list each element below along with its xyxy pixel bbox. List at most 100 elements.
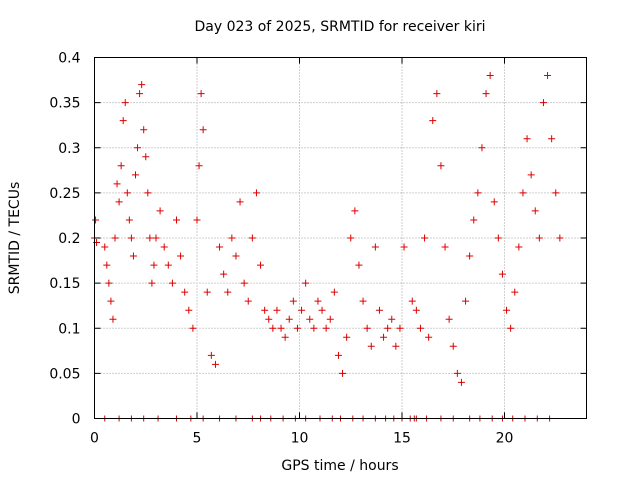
data-point	[552, 189, 560, 197]
data-point	[478, 144, 486, 152]
x-tick-label: 20	[496, 431, 514, 447]
data-point	[531, 207, 539, 215]
data-point	[164, 261, 172, 269]
data-point	[123, 189, 131, 197]
data-point	[519, 189, 527, 197]
chart-title: Day 023 of 2025, SRMTID for receiver kir…	[194, 19, 485, 35]
data-point	[298, 306, 306, 314]
data-point	[261, 306, 269, 314]
data-point	[371, 243, 379, 251]
data-point	[318, 306, 326, 314]
data-point	[384, 324, 392, 332]
data-point	[322, 324, 330, 332]
data-point	[453, 369, 461, 377]
data-point	[367, 342, 375, 350]
data-point	[494, 234, 502, 242]
data-point	[121, 99, 129, 107]
data-point	[355, 261, 363, 269]
data-point	[132, 171, 139, 179]
y-tick-label: 0.3	[58, 141, 80, 157]
data-point	[289, 297, 297, 305]
data-point	[185, 306, 193, 314]
data-point	[216, 243, 224, 251]
data-point	[140, 126, 148, 134]
data-point	[111, 234, 119, 242]
y-tick-label: 0.2	[58, 231, 80, 247]
data-point	[117, 162, 125, 170]
data-point	[441, 243, 449, 251]
data-point	[232, 252, 240, 260]
data-point	[107, 297, 115, 305]
data-point	[152, 234, 160, 242]
data-point	[375, 306, 383, 314]
data-point	[199, 126, 207, 134]
data-point	[92, 216, 100, 224]
data-point	[425, 333, 433, 341]
data-point	[189, 324, 197, 332]
data-point	[330, 288, 338, 296]
data-point	[240, 279, 248, 287]
data-point	[146, 234, 154, 242]
data-point	[257, 261, 265, 269]
data-point	[273, 306, 281, 314]
x-axis-label: GPS time / hours	[281, 458, 398, 474]
data-point	[486, 72, 494, 80]
data-point	[498, 270, 506, 278]
data-point	[252, 189, 260, 197]
data-point	[326, 315, 334, 323]
data-point	[193, 216, 201, 224]
data-point	[207, 351, 215, 359]
y-tick-label: 0.05	[49, 366, 80, 382]
data-point	[134, 144, 142, 152]
data-point	[129, 252, 137, 260]
y-axis-label: SRMTID / TECUs	[7, 182, 23, 295]
data-point	[490, 198, 498, 206]
data-point	[101, 243, 109, 251]
tick-labels: 0 0.05 0.1 0.15 0.2 0.25 0.3 0.35 0.4 0 5 10 15 20	[49, 51, 513, 447]
data-point	[181, 288, 189, 296]
data-point	[392, 342, 400, 350]
data-point	[136, 90, 144, 98]
data-point	[396, 324, 404, 332]
data-point	[347, 234, 355, 242]
data-point	[103, 261, 111, 269]
data-point	[197, 90, 205, 98]
data-point	[334, 351, 342, 359]
data-point	[503, 306, 511, 314]
y-tick-label: 0.25	[49, 186, 80, 202]
grid-lines	[94, 57, 587, 419]
data-point	[269, 324, 277, 332]
data-point	[515, 243, 523, 251]
data-point	[416, 324, 424, 332]
data-point	[173, 216, 180, 224]
data-point	[388, 315, 396, 323]
x-tick-label: 15	[393, 431, 411, 447]
data-point	[281, 333, 289, 341]
data-point	[138, 81, 146, 89]
data-point	[535, 234, 543, 242]
data-point	[224, 288, 232, 296]
data-point	[556, 234, 564, 242]
data-point	[539, 99, 547, 107]
y-tick-label: 0.15	[49, 276, 80, 292]
data-point	[285, 315, 293, 323]
data-point	[429, 117, 437, 125]
y-tick-label: 0.1	[58, 321, 80, 337]
data-point	[449, 342, 457, 350]
data-point	[119, 117, 127, 125]
data-point	[343, 333, 351, 341]
data-points	[91, 72, 564, 386]
data-point	[548, 135, 556, 143]
data-point	[293, 324, 301, 332]
data-point	[462, 297, 470, 305]
data-point	[457, 378, 465, 386]
data-point	[115, 198, 123, 206]
data-point	[380, 333, 388, 341]
data-point	[148, 279, 156, 287]
data-point	[421, 234, 429, 242]
data-point	[125, 216, 133, 224]
data-point	[359, 297, 367, 305]
data-point	[277, 324, 285, 332]
x-tick-label: 5	[193, 431, 202, 447]
data-point	[544, 72, 552, 80]
